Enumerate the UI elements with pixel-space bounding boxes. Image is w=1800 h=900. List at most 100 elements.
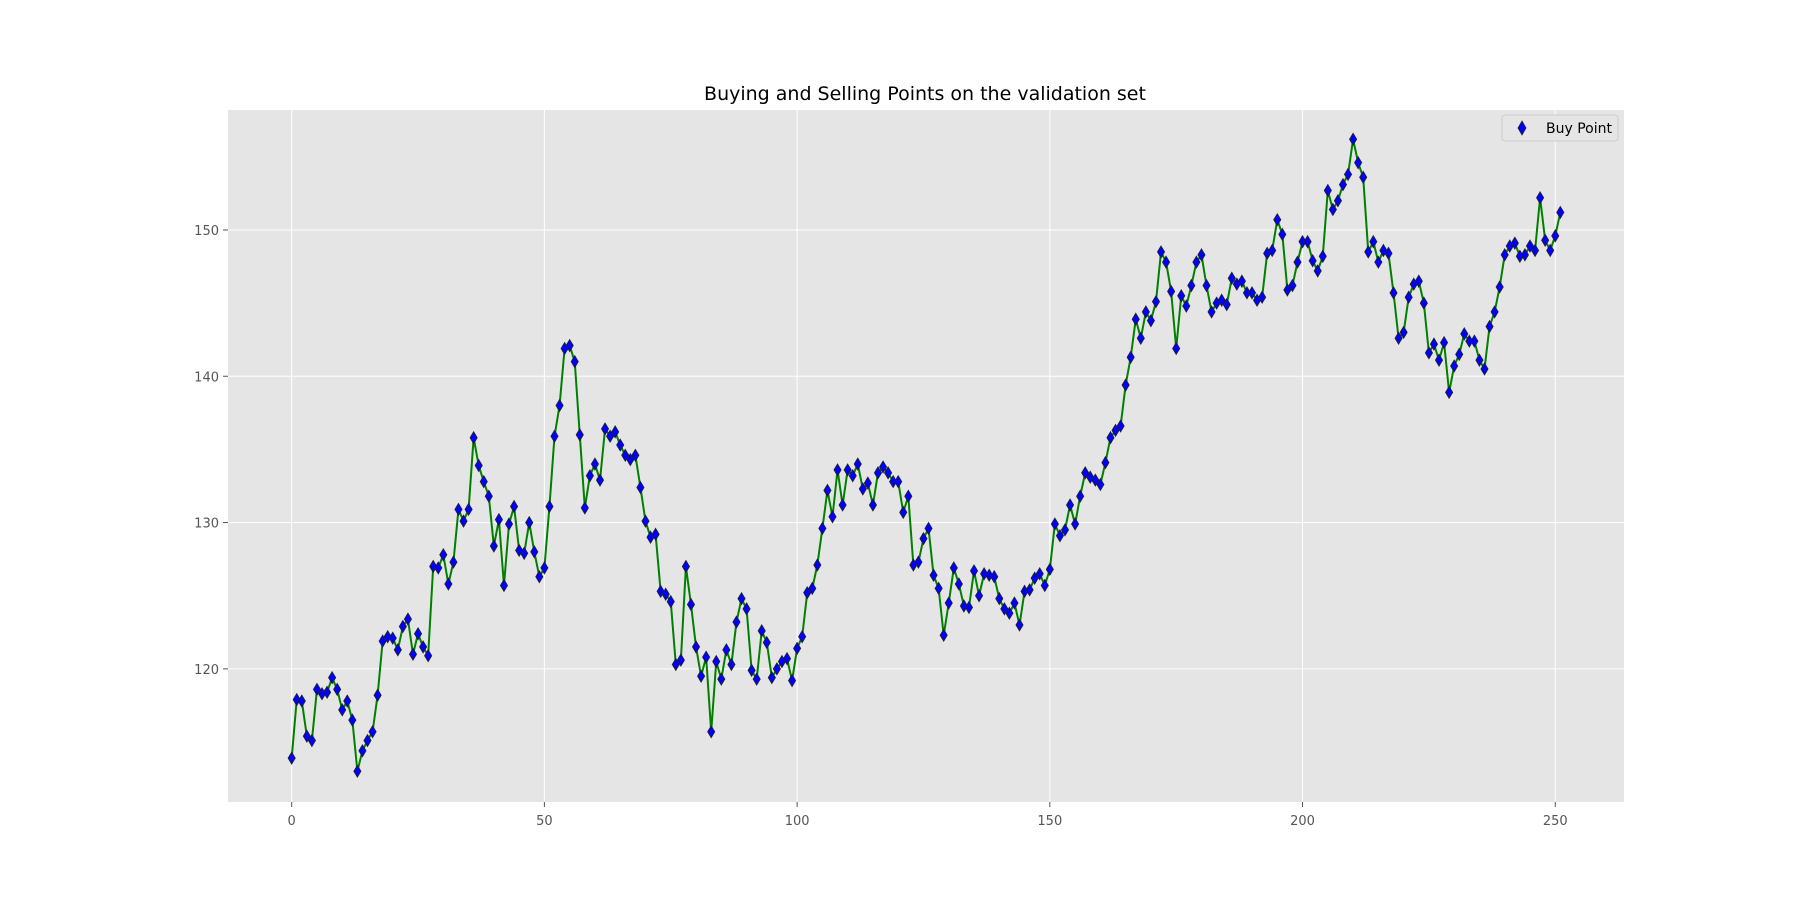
- buy-point-marker: [338, 703, 347, 717]
- buy-point-marker: [353, 764, 362, 779]
- buy-point-marker: [464, 502, 473, 517]
- legend-label: Buy Point: [1546, 121, 1612, 137]
- x-tick-label: 0: [288, 814, 296, 829]
- buy-point-marker: [1035, 566, 1044, 581]
- buy-point-marker: [878, 460, 888, 474]
- buy-point-marker: [681, 559, 690, 574]
- buy-point-marker: [1308, 253, 1317, 268]
- buy-point-marker: [828, 509, 837, 524]
- buy-point-marker: [873, 466, 883, 480]
- buy-point-marker: [297, 694, 306, 708]
- buy-point-marker: [1273, 212, 1282, 227]
- buy-point-marker: [1237, 274, 1246, 288]
- buy-point-marker: [1424, 346, 1433, 360]
- buy-point-marker: [616, 438, 625, 452]
- buy-point-marker: [1541, 233, 1550, 247]
- buy-point-marker: [419, 640, 428, 654]
- buy-point-marker: [1106, 430, 1115, 445]
- buy-point-marker: [1258, 290, 1267, 305]
- buy-point-marker: [348, 713, 357, 727]
- buy-point-marker: [1217, 293, 1226, 307]
- buy-point-marker: [504, 517, 514, 531]
- buy-point-marker: [1060, 523, 1070, 537]
- buy-point-marker: [328, 670, 337, 685]
- buy-point-marker: [1227, 271, 1236, 286]
- buy-point-marker: [424, 648, 433, 663]
- buy-point-marker: [1500, 248, 1509, 262]
- buy-point-marker: [1096, 477, 1105, 492]
- buy-point-marker: [1055, 528, 1065, 543]
- x-tick-label: 100: [785, 814, 810, 829]
- buy-point-marker: [1050, 517, 1059, 531]
- buy-point-marker: [469, 430, 478, 445]
- buy-point-marker: [1338, 177, 1348, 192]
- buy-point-marker: [929, 568, 938, 583]
- buy-point-marker: [1460, 327, 1469, 341]
- buy-point-marker: [1182, 299, 1191, 313]
- buy-point-marker: [656, 584, 665, 599]
- buy-point-marker: [1303, 234, 1312, 249]
- buy-point-marker: [995, 591, 1004, 606]
- buy-point-marker: [1162, 255, 1171, 269]
- buy-point-marker: [1551, 229, 1560, 243]
- buy-point-marker: [651, 527, 660, 542]
- buy-point-marker: [474, 458, 483, 473]
- buy-point-marker: [1530, 243, 1540, 258]
- buy-point-marker: [1546, 243, 1555, 258]
- buy-point-marker: [767, 670, 776, 685]
- buy-point-marker: [727, 657, 736, 672]
- buy-point-marker: [676, 653, 685, 667]
- buy-point-marker: [899, 505, 908, 520]
- buy-point-marker: [398, 619, 407, 634]
- buy-point-marker: [439, 547, 448, 562]
- y-tick-label: 130: [194, 517, 219, 532]
- buy-point-marker: [1005, 606, 1014, 621]
- buy-point-marker: [722, 643, 731, 657]
- buy-point-marker: [1192, 255, 1201, 269]
- legend-box: [1501, 114, 1619, 142]
- buy-point-marker: [1091, 473, 1100, 487]
- buy-point-marker: [626, 452, 635, 467]
- buy-point-marker: [1445, 385, 1454, 400]
- buy-point-marker: [520, 546, 529, 561]
- grid-lines: [228, 110, 1624, 802]
- legend: Buy Point: [1501, 114, 1619, 142]
- buy-point-marker: [1268, 243, 1277, 258]
- buy-point-marker: [762, 635, 771, 650]
- buy-point-marker: [914, 555, 923, 569]
- buy-point-marker: [894, 474, 903, 489]
- buy-point-marker: [590, 457, 600, 471]
- buy-point-marker: [884, 466, 893, 480]
- buy-point-marker: [1030, 571, 1039, 585]
- buy-point-marker: [510, 499, 519, 514]
- buy-point-marker: [641, 514, 650, 528]
- buy-point-marker: [848, 468, 857, 483]
- buy-point-marker: [661, 587, 670, 602]
- buy-point-marker: [1556, 205, 1565, 220]
- buy-point-marker: [742, 602, 751, 616]
- buy-point-marker: [1394, 331, 1403, 346]
- buy-point-marker: [717, 672, 726, 686]
- buy-point-marker: [1278, 227, 1287, 242]
- buy-point-marker: [1071, 517, 1080, 531]
- buy-point-marker: [1288, 278, 1297, 293]
- buy-point-marker: [565, 338, 574, 353]
- buy-point-marker: [853, 457, 862, 471]
- buy-point-marker: [1076, 489, 1085, 504]
- buy-point-marker: [611, 425, 620, 439]
- buy-point-marker: [307, 733, 316, 748]
- buy-point-marker: [1450, 359, 1459, 373]
- buy-point-marker: [403, 612, 412, 626]
- x-axis-ticks: 0 50 100 150 200 250: [288, 802, 1568, 829]
- buy-point-marker: [1328, 202, 1337, 217]
- buy-point-marker: [1222, 297, 1231, 312]
- buy-point-marker: [1440, 335, 1449, 350]
- buy-point-marker: [555, 398, 564, 413]
- buy-point-marker: [798, 629, 807, 644]
- buy-point-marker: [600, 422, 610, 436]
- buy-point-marker: [1045, 562, 1054, 577]
- buy-point-marker: [530, 545, 539, 559]
- buy-point-marker: [1207, 305, 1216, 319]
- buy-point-marker: [757, 624, 766, 638]
- buy-point-marker: [939, 628, 948, 642]
